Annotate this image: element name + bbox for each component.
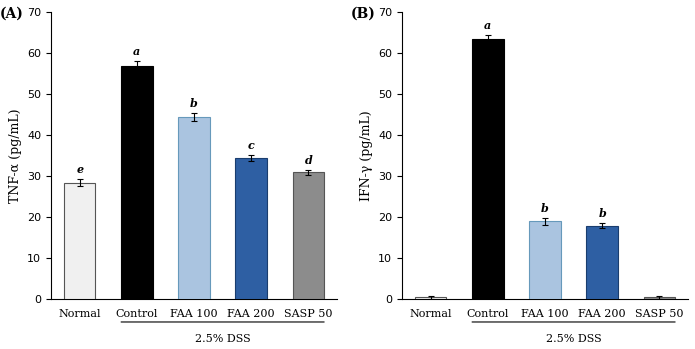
Bar (644, 297, 675, 299)
Bar (236, 158, 267, 299)
Text: 2.5% DSS: 2.5% DSS (195, 334, 250, 344)
Text: b: b (190, 98, 198, 109)
Text: b: b (541, 203, 549, 214)
Bar (472, 39, 504, 299)
Text: (B): (B) (350, 7, 375, 21)
Bar (415, 297, 446, 299)
Text: 2.5% DSS: 2.5% DSS (546, 334, 601, 344)
Bar (530, 222, 561, 299)
Y-axis label: TNF-α (pg/mL): TNF-α (pg/mL) (8, 109, 22, 203)
Bar (121, 66, 153, 299)
Bar (64, 183, 95, 299)
Bar (587, 225, 618, 299)
Bar (179, 117, 210, 299)
Text: b: b (598, 208, 606, 218)
Bar (293, 172, 324, 299)
Text: (A): (A) (0, 7, 24, 21)
Text: a: a (133, 46, 140, 57)
Text: a: a (484, 20, 491, 31)
Text: d: d (304, 155, 312, 166)
Text: c: c (248, 140, 254, 151)
Text: e: e (76, 164, 83, 175)
Y-axis label: IFN-γ (pg/mL): IFN-γ (pg/mL) (359, 111, 373, 201)
